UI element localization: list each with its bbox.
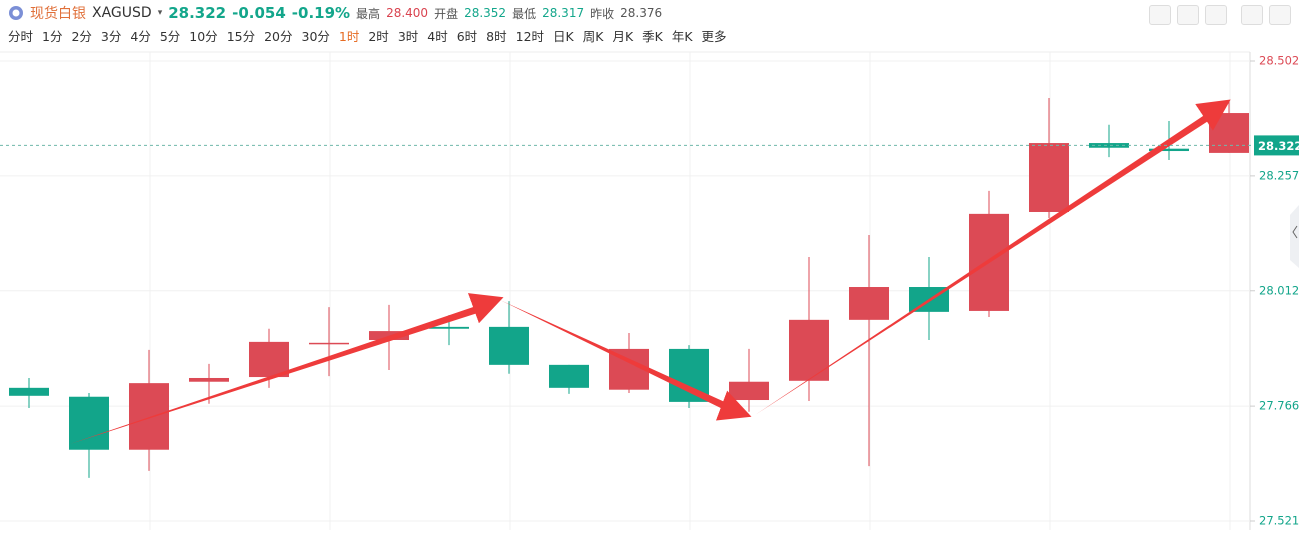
candle-body <box>789 319 829 381</box>
timeframe[interactable]: 30分 <box>301 29 330 44</box>
open: 28.352 <box>464 6 507 20</box>
timeframe[interactable]: 1分 <box>42 29 63 44</box>
timeframe[interactable]: 5分 <box>159 29 181 44</box>
side-tab-icon <box>1292 225 1298 239</box>
timeframe[interactable]: 10分 <box>189 29 218 44</box>
tool-button[interactable] <box>1205 5 1227 25</box>
high-label: 最高 <box>356 6 381 21</box>
timeframe[interactable]: 3分 <box>100 29 122 44</box>
timeframe[interactable]: 3时 <box>397 29 419 44</box>
trend-arrow <box>755 108 1219 415</box>
candle-body <box>1209 113 1249 153</box>
trend-arrow <box>70 303 487 444</box>
timeframe[interactable]: 1时 <box>338 29 360 44</box>
y-tick-label: 28.502 <box>1259 54 1299 68</box>
y-tick-label: 27.521 <box>1259 514 1299 528</box>
timeframe[interactable]: 4时 <box>427 29 448 44</box>
candle-body <box>309 342 349 345</box>
timeframe[interactable]: 更多 <box>701 29 727 44</box>
change-pct: -0.19% <box>291 4 351 22</box>
timeframe[interactable]: 15分 <box>226 29 256 44</box>
candle-body <box>849 287 889 320</box>
y-tick-label: 28.257 <box>1259 168 1299 182</box>
tool-button[interactable] <box>1177 5 1199 25</box>
timeframe[interactable]: 6时 <box>456 29 478 44</box>
trend-arrow <box>715 390 752 421</box>
y-tick-label: 27.766 <box>1259 399 1299 413</box>
candle-body <box>489 326 529 365</box>
timeframes: 分时 1分 2分 3分 4分 5分 10分 15分 20分 30分 1时 2时 3时 4时 6时 8时 12时日… <box>8 26 727 45</box>
toolbar <box>1149 5 1291 25</box>
candle-body <box>1149 148 1189 152</box>
timeframe[interactable]: 2时 <box>368 29 389 44</box>
tool-button[interactable] <box>1149 5 1171 25</box>
candle-body <box>249 341 289 378</box>
timeframe[interactable]: 年K <box>671 29 693 44</box>
candle-body <box>69 396 109 450</box>
candle-body <box>549 364 589 388</box>
candle-body <box>729 381 769 401</box>
y-tick-label: 28.012 <box>1259 283 1299 297</box>
candle-body <box>1089 143 1129 148</box>
side-tab[interactable] <box>1290 205 1299 268</box>
change: -0.054 <box>232 4 286 22</box>
timeframe[interactable]: 季K <box>642 29 663 44</box>
trend-arrow <box>467 293 504 324</box>
timeframe[interactable]: 2分 <box>71 29 92 44</box>
timeframe[interactable]: 分时 <box>8 29 34 44</box>
tool-button[interactable] <box>1241 5 1263 25</box>
timeframe[interactable]: 周K <box>582 29 604 44</box>
header: 现货白银 XAGUSD ▾ 28.322 -0.054 -0.19% 最高 28.4… <box>8 2 662 24</box>
low-label: 最低 <box>512 6 537 21</box>
timeframe[interactable]: 8时 <box>486 29 507 44</box>
candle-body <box>129 383 169 450</box>
symbol[interactable]: XAGUSD <box>92 5 152 21</box>
candle-body <box>189 377 229 382</box>
timeframe[interactable]: 12时 <box>515 29 545 44</box>
candle-body <box>369 331 409 341</box>
timeframe[interactable]: 日K <box>553 29 574 44</box>
trend-arrow <box>500 300 738 415</box>
timeframe[interactable]: 4分 <box>130 29 151 44</box>
timeframe[interactable]: 月K <box>612 29 634 44</box>
price: 28.322 <box>168 4 227 22</box>
low: 28.317 <box>542 6 585 20</box>
name: 现货白银 <box>30 6 86 22</box>
close-button[interactable] <box>1269 5 1291 25</box>
prev-label: 昨收 <box>590 6 615 21</box>
symbol-icon <box>9 6 23 20</box>
trend-arrow <box>1195 99 1231 131</box>
open-label: 开盘 <box>434 6 459 21</box>
candle-body <box>429 326 469 329</box>
high: 28.400 <box>386 6 429 20</box>
price-tag <box>1254 135 1299 156</box>
price-tag-label: 28.322 <box>1258 139 1299 153</box>
timeframe[interactable]: 20分 <box>264 29 293 44</box>
candle-body <box>9 387 49 396</box>
candle-body <box>1029 143 1069 212</box>
prev-close: 28.376 <box>620 6 663 20</box>
